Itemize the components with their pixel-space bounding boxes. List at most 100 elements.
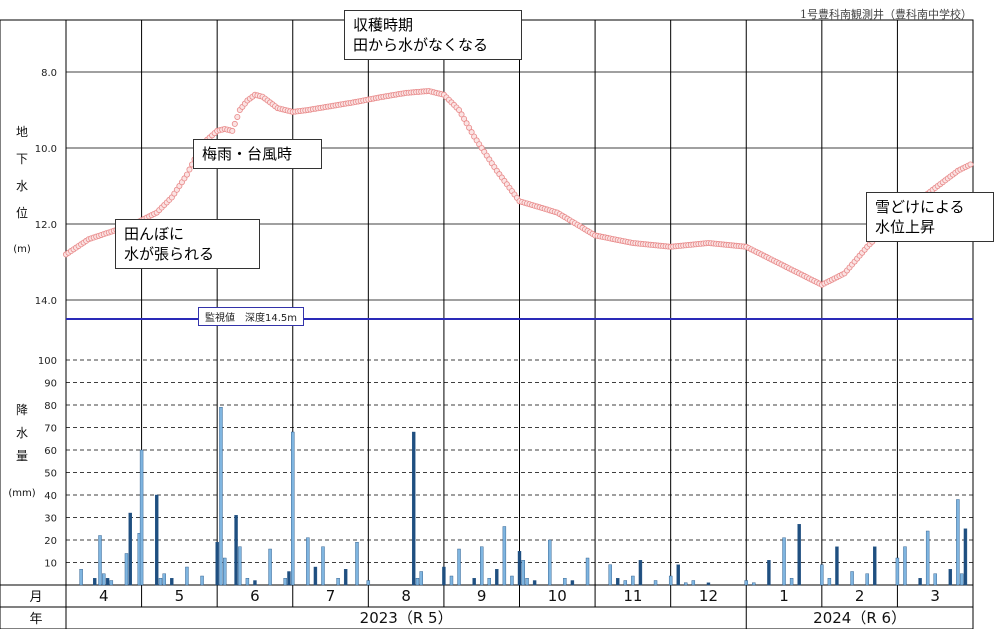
- rain-bar: [521, 560, 525, 586]
- rain-bar: [903, 546, 907, 586]
- rain-bar: [895, 557, 900, 586]
- rain-bar: [105, 578, 110, 586]
- month-label: 5: [175, 587, 185, 605]
- rain-bar: [631, 575, 635, 586]
- rain-bar: [963, 528, 968, 586]
- rain-axis-unit: (mm): [8, 488, 35, 499]
- rain-bar: [245, 578, 250, 586]
- level-point: [468, 129, 475, 136]
- rain-tick-label: 70: [44, 424, 57, 435]
- level-point: [229, 127, 236, 134]
- rain-bar: [959, 573, 964, 586]
- rain-bar: [457, 548, 461, 586]
- level-tick-label: 14.0: [35, 296, 57, 307]
- level-point: [456, 107, 463, 114]
- rain-tick-label: 80: [44, 401, 57, 412]
- rain-bar: [563, 578, 567, 586]
- rain-bar: [128, 512, 132, 586]
- level-point: [458, 111, 465, 118]
- rain-bar: [948, 569, 953, 586]
- rain-bar: [850, 571, 854, 586]
- rain-bar: [638, 560, 643, 586]
- rain-tick-label: 20: [44, 536, 57, 547]
- rain-bar: [918, 578, 922, 586]
- rain-bar: [472, 578, 476, 586]
- month-label: 4: [99, 587, 109, 605]
- rain-bar: [200, 575, 204, 586]
- level-point: [461, 115, 468, 122]
- month-label: 10: [548, 587, 567, 605]
- rain-bar: [820, 564, 824, 586]
- rain-bar: [343, 569, 348, 586]
- rain-bar: [336, 578, 340, 586]
- rain-bar: [827, 578, 832, 586]
- year-label: 2024（R 6）: [813, 609, 906, 627]
- rain-bar: [223, 557, 227, 586]
- rain-bar: [253, 580, 257, 586]
- year-row-label: 年: [29, 612, 42, 627]
- month-row-label: 月: [29, 590, 42, 605]
- level-point: [466, 124, 473, 131]
- rain-bar: [313, 566, 318, 586]
- month-label: 8: [401, 587, 411, 605]
- rain-bar: [102, 573, 106, 586]
- source-label: 1号豊科南観測井（豊科南中学校）: [800, 8, 972, 21]
- month-label: 11: [623, 587, 642, 605]
- rain-axis-title-char: 降: [16, 403, 28, 417]
- rain-bar: [355, 542, 359, 586]
- level-axis-title-char: 地: [16, 125, 28, 139]
- rain-tick-label: 30: [44, 514, 57, 525]
- rain-bar: [268, 548, 272, 586]
- rain-bar: [517, 551, 522, 586]
- rain-axis-title-char: 水: [16, 426, 28, 440]
- level-point: [186, 166, 193, 173]
- rain-bar: [797, 524, 801, 586]
- rain-bar: [98, 535, 102, 586]
- rain-bar: [676, 564, 680, 586]
- rain-bar: [238, 546, 242, 586]
- rain-bar: [608, 564, 612, 586]
- rain-bar: [933, 573, 937, 586]
- rain-bar: [283, 578, 287, 586]
- rain-tick-label: 90: [44, 379, 57, 390]
- level-point: [183, 171, 190, 178]
- rain-bar: [321, 546, 325, 586]
- rain-bar: [185, 566, 189, 586]
- rain-bar: [442, 566, 446, 586]
- rain-bar: [234, 515, 238, 586]
- rain-bar: [158, 578, 163, 586]
- rain-bar: [419, 571, 423, 586]
- annotation-snowmelt: 雪どけによる 水位上昇: [866, 192, 994, 242]
- rain-bar: [124, 553, 129, 586]
- level-tick-label: 8.0: [41, 68, 57, 79]
- year-label: 2023（R 5）: [360, 609, 453, 627]
- rain-bar: [956, 499, 960, 586]
- rain-bar: [767, 560, 771, 586]
- rain-bar: [548, 539, 552, 586]
- month-label: 12: [699, 587, 718, 605]
- rain-bar: [744, 580, 748, 586]
- month-label: 3: [930, 587, 940, 605]
- rain-bar: [925, 530, 930, 586]
- rain-bar: [532, 580, 537, 586]
- annotation-harvest: 収穫時期 田から水がなくなる: [344, 10, 522, 60]
- level-axis-title-char: 水: [16, 179, 28, 193]
- rain-bar: [691, 580, 696, 586]
- month-label: 2: [855, 587, 865, 605]
- rain-bar: [873, 546, 877, 586]
- rain-bar: [706, 582, 711, 586]
- level-point: [231, 120, 238, 127]
- rain-bar: [585, 557, 590, 586]
- rain-bar: [684, 582, 688, 586]
- level-point: [463, 120, 470, 127]
- rain-bar: [616, 578, 620, 586]
- rain-axis-title-char: 量: [16, 449, 28, 463]
- rain-bar: [495, 569, 499, 586]
- rain-bar: [154, 494, 159, 586]
- month-label: 7: [326, 587, 336, 605]
- rain-bar: [291, 431, 295, 586]
- rain-bar: [162, 573, 166, 586]
- rain-bar: [835, 546, 839, 586]
- rain-bar: [865, 573, 869, 586]
